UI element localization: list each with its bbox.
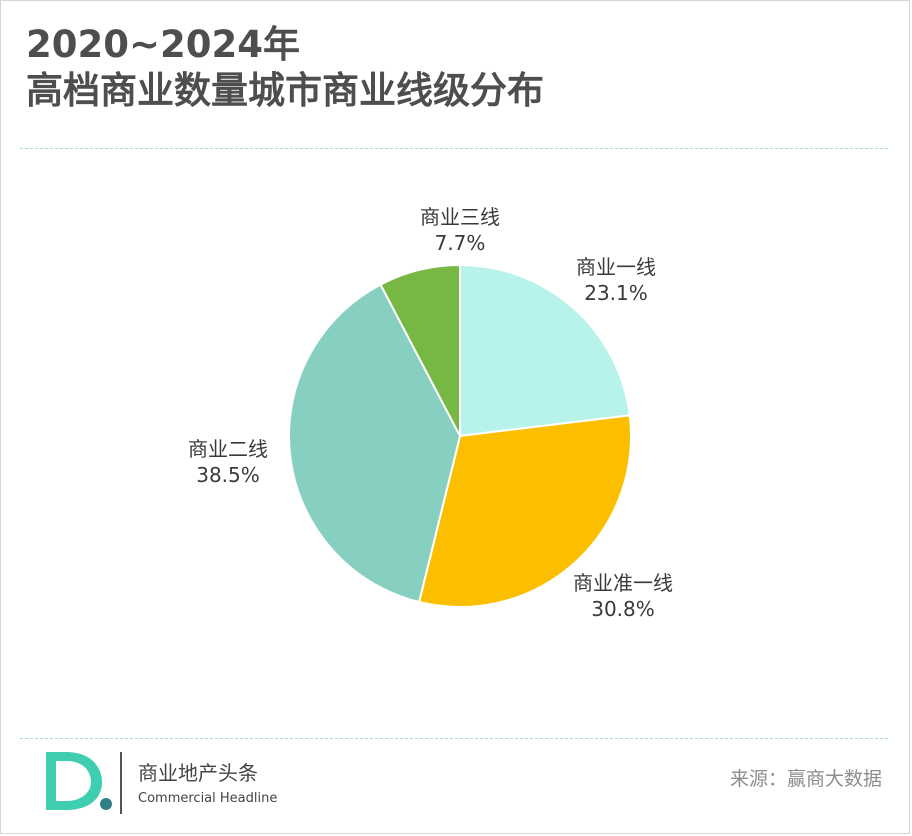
- pie-slice-tier1: [459, 263, 631, 438]
- logo-icon: [46, 752, 112, 810]
- label-tier1: 商业一线 23.1%: [560, 254, 672, 306]
- label-tier1-quasi: 商业准一线 30.8%: [558, 570, 688, 622]
- brand-name-cn: 商业地产头条: [138, 761, 258, 785]
- title-line-2: 高档商业数量城市商业线级分布: [26, 69, 544, 112]
- label-tier1-value: 23.1%: [584, 281, 648, 305]
- label-tier2: 商业二线 38.5%: [172, 436, 284, 488]
- chart-title: 2020~2024年 高档商业数量城市商业线级分布: [26, 22, 544, 114]
- bottom-divider: [20, 738, 888, 739]
- brand-name-en: Commercial Headline: [138, 791, 278, 806]
- label-tier1-quasi-name: 商业准一线: [573, 571, 673, 595]
- source-note: 来源：赢商大数据: [729, 768, 882, 790]
- pie-chart: [288, 263, 632, 608]
- label-tier3: 商业三线 7.7%: [404, 204, 516, 256]
- pie-slice-tier2: [288, 283, 462, 604]
- label-tier3-name: 商业三线: [420, 205, 500, 229]
- pie-slice-tier1-quasi: [417, 414, 632, 608]
- label-tier1-quasi-value: 30.8%: [591, 597, 655, 621]
- label-tier2-name: 商业二线: [188, 437, 268, 461]
- pie-slice-tier3: [379, 263, 461, 437]
- title-line-1: 2020~2024年: [26, 23, 300, 66]
- footer-divider: [120, 752, 122, 814]
- label-tier3-value: 7.7%: [434, 231, 486, 255]
- top-divider: [20, 148, 888, 149]
- label-tier1-name: 商业一线: [576, 255, 656, 279]
- label-tier2-value: 38.5%: [196, 463, 260, 487]
